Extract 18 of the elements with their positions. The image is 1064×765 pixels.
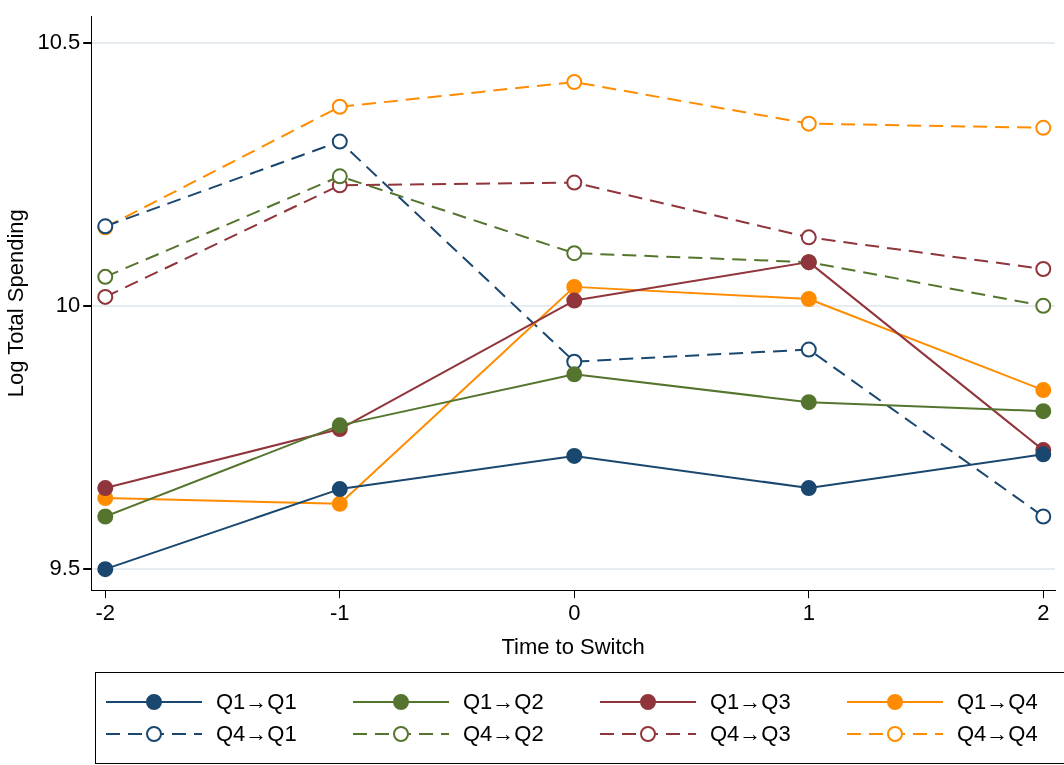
legend-label: Q4→Q3 xyxy=(710,721,791,747)
y-tick-label: 9.5 xyxy=(49,555,81,581)
legend-label: Q1→Q1 xyxy=(216,689,297,715)
x-tick-label: 2 xyxy=(1037,600,1050,626)
y-tick-label: 10.5 xyxy=(37,28,81,54)
x-axis-title: Time to Switch xyxy=(501,633,645,659)
legend-label: Q1→Q2 xyxy=(463,689,544,715)
y-axis-title: Log Total Spending xyxy=(3,209,29,398)
x-tick-label: -2 xyxy=(95,600,116,626)
y-tick-label: 10 xyxy=(55,291,81,317)
x-tick-label: -1 xyxy=(330,600,350,626)
x-tick-label: 1 xyxy=(802,600,815,626)
legend-label: Q1→Q4 xyxy=(957,689,1038,715)
legend-label: Q1→Q3 xyxy=(710,689,791,715)
legend-label: Q4→Q4 xyxy=(957,721,1038,747)
x-tick-label: 0 xyxy=(568,600,581,626)
legend-label: Q4→Q1 xyxy=(216,721,297,747)
legend-label: Q4→Q2 xyxy=(463,721,544,747)
